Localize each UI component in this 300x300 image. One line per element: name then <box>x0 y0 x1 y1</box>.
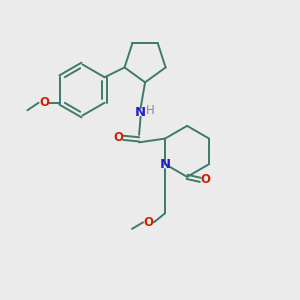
Text: N: N <box>159 158 171 171</box>
Text: O: O <box>143 216 154 229</box>
Text: O: O <box>201 173 211 186</box>
Text: H: H <box>146 104 154 117</box>
Text: O: O <box>113 131 123 144</box>
Text: O: O <box>39 96 49 109</box>
Text: N: N <box>135 106 146 119</box>
